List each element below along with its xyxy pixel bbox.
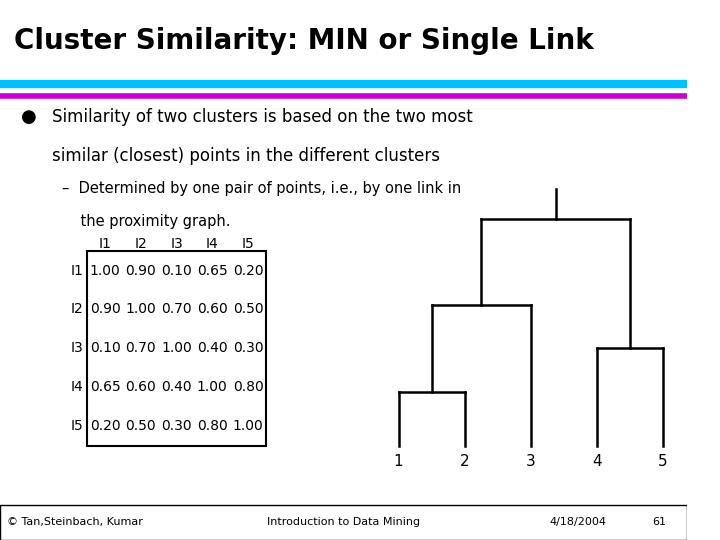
Text: 0.90: 0.90 [90,302,120,316]
Text: I5: I5 [71,419,84,433]
Text: I2: I2 [135,237,147,251]
Text: 0.70: 0.70 [161,302,192,316]
Text: 61: 61 [652,517,667,527]
Text: 0.40: 0.40 [161,380,192,394]
Text: I1: I1 [71,264,84,278]
Text: I2: I2 [71,302,84,316]
Text: 1.00: 1.00 [161,341,192,355]
Text: I5: I5 [242,237,254,251]
Text: 3: 3 [526,454,536,469]
Text: 0.65: 0.65 [197,264,228,278]
Text: –  Determined by one pair of points, i.e., by one link in: – Determined by one pair of points, i.e.… [62,181,461,196]
Text: 0.60: 0.60 [197,302,228,316]
Text: Introduction to Data Mining: Introduction to Data Mining [267,517,420,527]
Text: 2: 2 [460,454,469,469]
Text: ●: ● [21,108,37,126]
Text: 1.00: 1.00 [90,264,120,278]
Text: 0.65: 0.65 [90,380,120,394]
Text: 0.80: 0.80 [233,380,264,394]
Text: © Tan,Steinbach, Kumar: © Tan,Steinbach, Kumar [7,517,143,527]
Text: 1.00: 1.00 [125,302,156,316]
Text: I4: I4 [71,380,84,394]
Text: 0.80: 0.80 [197,419,228,433]
Text: 0.40: 0.40 [197,341,228,355]
Text: I3: I3 [170,237,183,251]
FancyBboxPatch shape [87,251,266,446]
Text: 0.70: 0.70 [125,341,156,355]
Text: I4: I4 [206,237,219,251]
Text: 0.20: 0.20 [90,419,120,433]
Text: Similarity of two clusters is based on the two most: Similarity of two clusters is based on t… [52,108,472,126]
Text: 0.50: 0.50 [125,419,156,433]
Text: 1.00: 1.00 [197,380,228,394]
FancyBboxPatch shape [0,505,687,540]
Text: 1: 1 [394,454,403,469]
Text: 5: 5 [658,454,668,469]
Text: 0.60: 0.60 [125,380,156,394]
Text: I3: I3 [71,341,84,355]
Text: 0.20: 0.20 [233,264,264,278]
Text: 0.30: 0.30 [233,341,264,355]
Text: 0.50: 0.50 [233,302,264,316]
Text: 0.10: 0.10 [161,264,192,278]
Text: 0.90: 0.90 [125,264,156,278]
Text: 0.10: 0.10 [90,341,120,355]
Text: 1.00: 1.00 [233,419,264,433]
Text: the proximity graph.: the proximity graph. [62,214,230,230]
Text: Cluster Similarity: MIN or Single Link: Cluster Similarity: MIN or Single Link [14,27,593,55]
Text: 4: 4 [592,454,602,469]
Text: I1: I1 [99,237,112,251]
Text: 4/18/2004: 4/18/2004 [549,517,607,527]
Text: 0.30: 0.30 [161,419,192,433]
Text: similar (closest) points in the different clusters: similar (closest) points in the differen… [52,147,439,165]
